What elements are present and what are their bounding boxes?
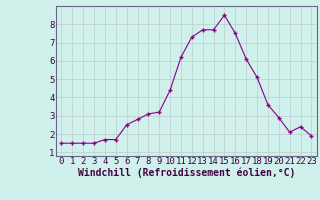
X-axis label: Windchill (Refroidissement éolien,°C): Windchill (Refroidissement éolien,°C) xyxy=(78,168,295,178)
